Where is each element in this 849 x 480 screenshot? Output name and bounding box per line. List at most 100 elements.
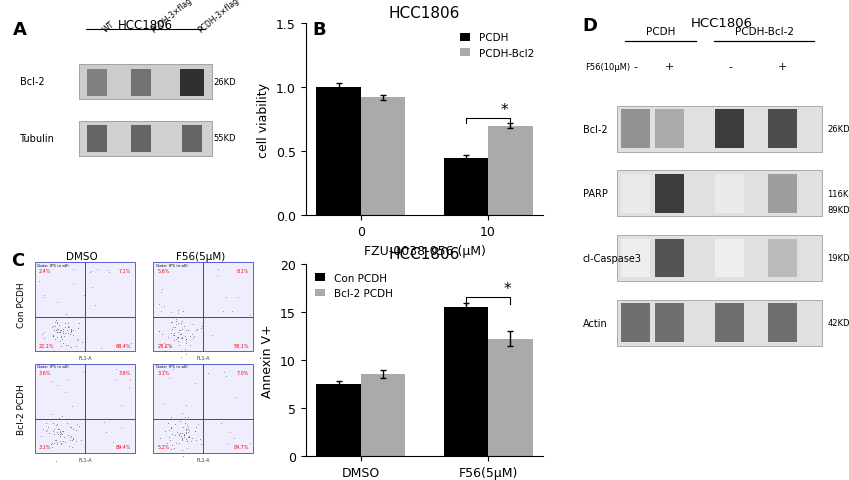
Point — [63, 436, 76, 444]
Point — [39, 420, 53, 427]
Point — [75, 338, 88, 346]
Point — [53, 322, 66, 330]
Point — [167, 444, 181, 451]
Point — [171, 337, 185, 345]
Point — [48, 319, 62, 326]
Point — [53, 342, 67, 349]
Point — [45, 410, 59, 418]
Bar — [317, 88, 361, 216]
Point — [175, 430, 188, 437]
Point — [70, 420, 84, 428]
Point — [55, 412, 69, 420]
Point — [39, 427, 53, 434]
Point — [85, 267, 98, 275]
Point — [122, 384, 136, 391]
Bar — [79, 121, 211, 156]
Point — [182, 429, 195, 436]
Point — [53, 427, 67, 435]
Point — [99, 429, 113, 436]
Point — [76, 367, 90, 375]
Bar — [768, 110, 797, 149]
Text: 7.0%: 7.0% — [237, 370, 250, 375]
Point — [32, 277, 46, 285]
Point — [41, 426, 54, 434]
Text: 3.6%: 3.6% — [39, 370, 51, 375]
Point — [34, 432, 48, 440]
Point — [166, 331, 180, 339]
Point — [46, 322, 59, 330]
Point — [42, 423, 55, 431]
Point — [180, 313, 194, 321]
Point — [156, 400, 170, 408]
Bar — [35, 364, 135, 453]
Point — [211, 265, 224, 273]
Text: FL1-A: FL1-A — [196, 356, 210, 360]
Point — [185, 434, 199, 442]
Point — [158, 428, 171, 435]
Point — [70, 426, 83, 433]
Point — [167, 329, 181, 337]
Point — [174, 319, 188, 327]
Point — [181, 423, 194, 431]
Bar — [621, 303, 649, 342]
Point — [175, 333, 188, 341]
Point — [72, 422, 86, 430]
Text: 19KD: 19KD — [827, 254, 849, 263]
Point — [179, 425, 193, 433]
Point — [49, 316, 63, 324]
Point — [88, 301, 102, 309]
Point — [64, 423, 77, 431]
Bar — [621, 239, 649, 278]
Text: Bcl-2: Bcl-2 — [20, 77, 44, 87]
Text: FL1-A: FL1-A — [78, 356, 92, 360]
Point — [65, 344, 78, 352]
Text: 55KD: 55KD — [214, 134, 236, 143]
Bar — [616, 171, 822, 217]
Point — [189, 327, 203, 335]
Point — [182, 433, 195, 441]
Point — [46, 427, 59, 434]
Bar — [361, 374, 406, 456]
Point — [47, 430, 60, 438]
Point — [172, 326, 186, 334]
Point — [57, 332, 70, 340]
Point — [182, 413, 195, 421]
Point — [186, 334, 200, 342]
Bar — [131, 70, 151, 97]
Text: 2.4%: 2.4% — [39, 268, 51, 273]
Bar — [488, 339, 532, 456]
Point — [179, 435, 193, 443]
Text: 26KD: 26KD — [827, 125, 849, 134]
Text: C: C — [11, 252, 25, 270]
Point — [53, 437, 67, 445]
Point — [53, 328, 67, 336]
Bar — [616, 235, 822, 281]
Text: Tubulin: Tubulin — [20, 133, 54, 144]
Point — [194, 436, 207, 444]
Text: 3.1%: 3.1% — [157, 370, 170, 375]
Point — [175, 348, 188, 355]
Bar — [131, 126, 151, 153]
Point — [181, 438, 194, 445]
Point — [61, 320, 75, 327]
Point — [165, 445, 178, 453]
X-axis label: FZU-0038-056 (μM): FZU-0038-056 (μM) — [363, 244, 486, 257]
Point — [66, 425, 80, 432]
Point — [60, 375, 74, 383]
Point — [66, 435, 80, 443]
Point — [53, 432, 66, 440]
Point — [165, 423, 178, 431]
Point — [194, 324, 208, 332]
Point — [179, 336, 193, 343]
Point — [183, 333, 197, 340]
Text: Gate: (P1 in all): Gate: (P1 in all) — [37, 263, 69, 267]
Point — [50, 441, 64, 448]
Point — [58, 323, 71, 331]
Point — [54, 429, 68, 437]
Point — [56, 438, 70, 445]
Point — [54, 440, 68, 447]
Text: Bcl-2: Bcl-2 — [582, 124, 607, 134]
Point — [172, 440, 186, 447]
Point — [152, 301, 166, 309]
Point — [57, 427, 70, 434]
